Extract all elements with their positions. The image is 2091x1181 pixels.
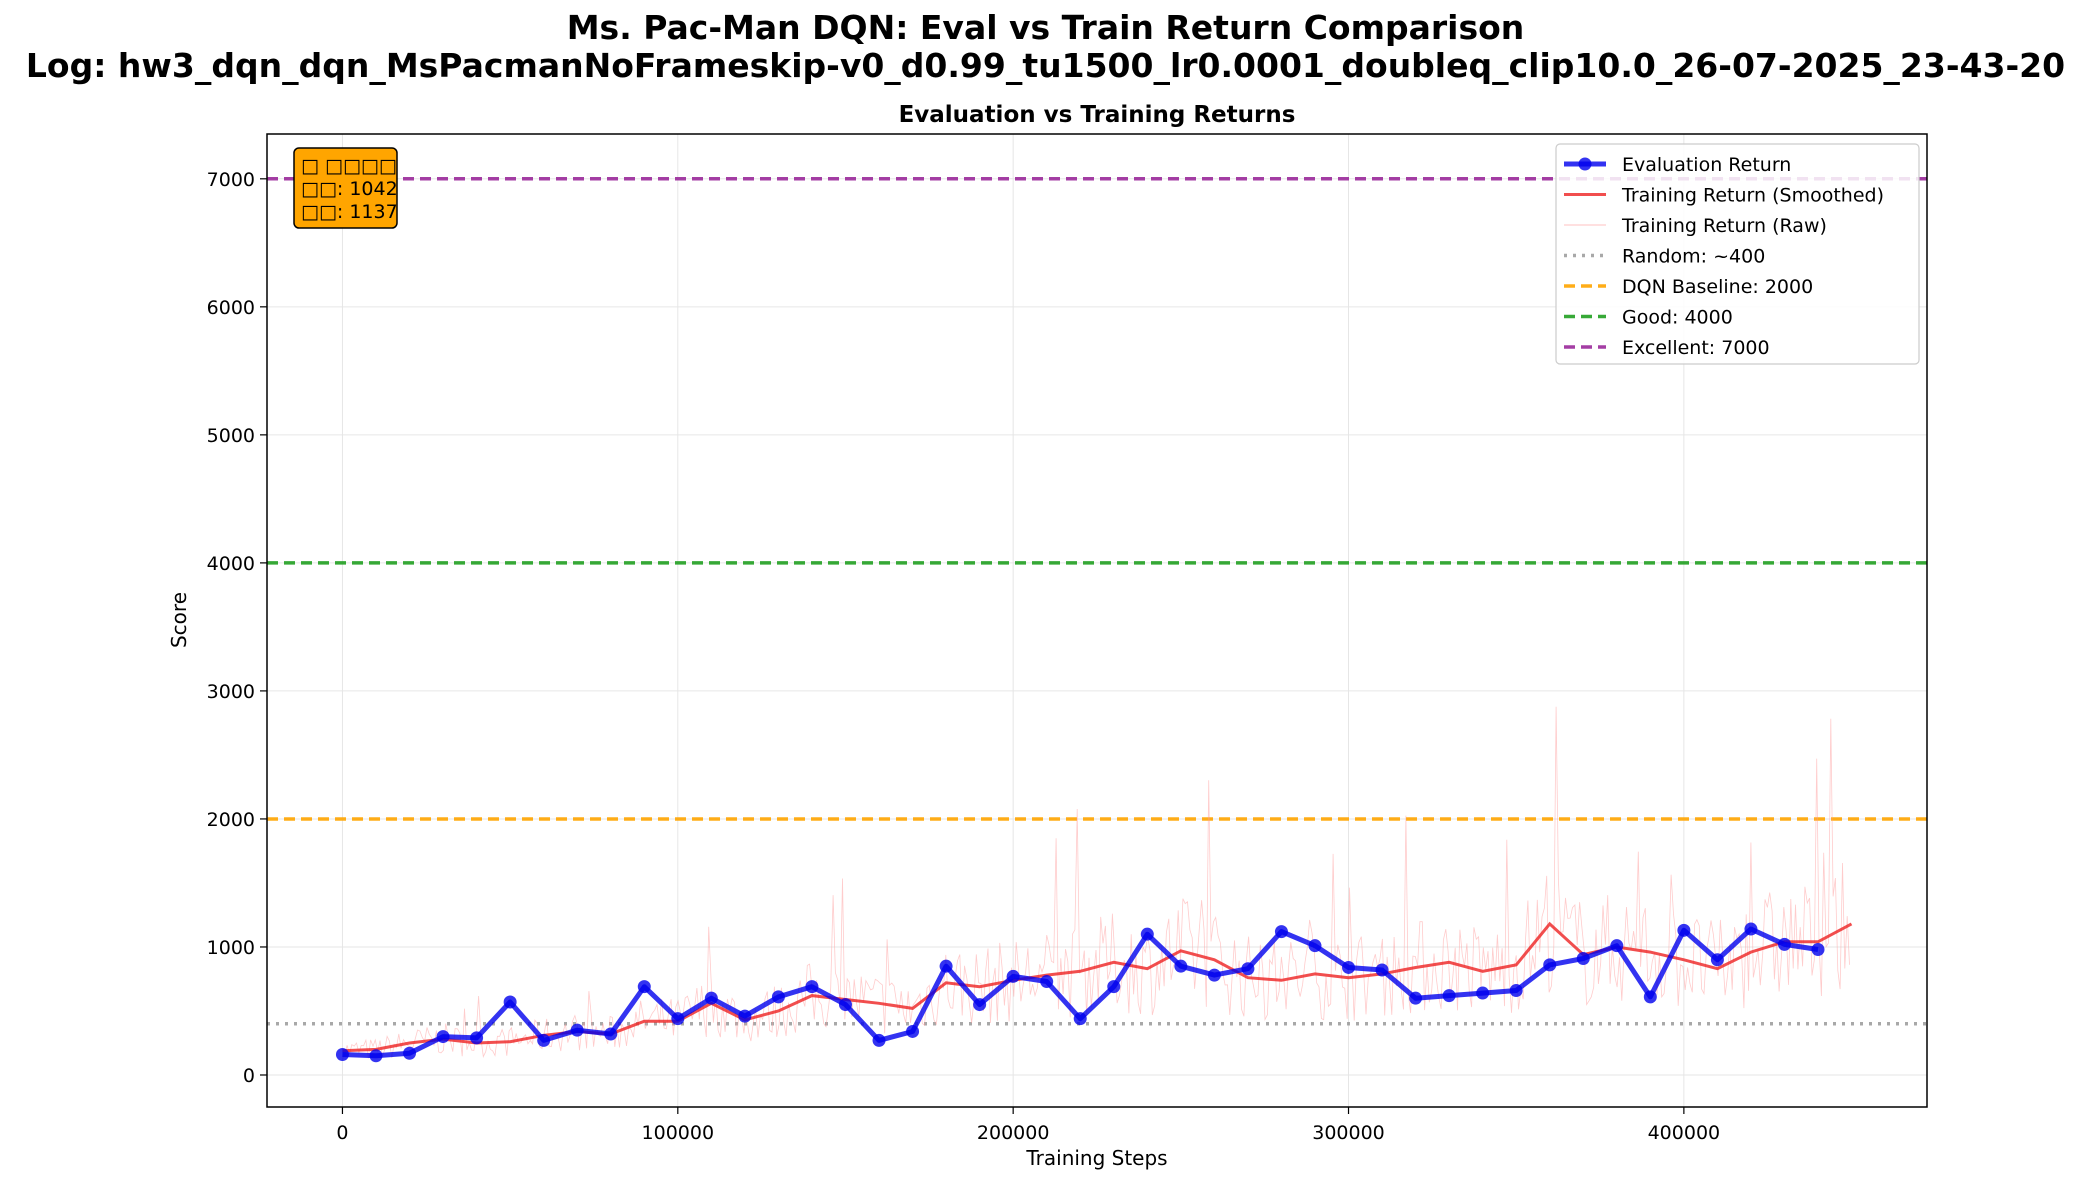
evaluation-point (1107, 980, 1121, 994)
evaluation-point (369, 1049, 383, 1063)
evaluation-point (1677, 923, 1691, 937)
annotation-box: □ □□□□ □□: 1042 □□: 1137 (293, 147, 398, 229)
evaluation-point (1509, 983, 1523, 997)
evaluation-point (805, 980, 819, 994)
training-raw-line (342, 706, 1850, 1060)
evaluation-point (1241, 962, 1255, 976)
evaluation-point (403, 1046, 417, 1060)
evaluation-point (973, 998, 987, 1012)
evaluation-point (872, 1033, 886, 1047)
evaluation-point (939, 959, 953, 973)
evaluation-point (335, 1048, 349, 1062)
evaluation-point (1174, 959, 1188, 973)
legend: Evaluation Return Training Return (Smooth… (1555, 143, 1920, 365)
evaluation-point (1375, 963, 1389, 977)
y-tick-label: 4000 (207, 553, 255, 575)
plot-frame (266, 133, 1928, 1108)
evaluation-point (1073, 1012, 1087, 1026)
legend-label: Good: 4000 (1622, 307, 1733, 329)
evaluation-point (1576, 951, 1590, 965)
legend-label: Random: ~400 (1622, 246, 1765, 268)
figure-title: Ms. Pac-Man DQN: Eval vs Train Return Co… (566, 8, 1525, 47)
y-tick-label: 5000 (207, 425, 255, 447)
annotation-background (293, 147, 398, 229)
evaluation-point (503, 995, 517, 1009)
evaluation-point (1710, 953, 1724, 967)
legend-label: Training Return (Raw) (1621, 215, 1827, 237)
evaluation-point (1744, 922, 1758, 936)
x-tick-label: 400000 (1648, 1122, 1721, 1144)
x-tick-label: 300000 (1312, 1122, 1385, 1144)
legend-label: Excellent: 7000 (1622, 337, 1770, 359)
annotation-line-2: □□: 1042 (301, 178, 398, 200)
legend-label: Evaluation Return (1622, 154, 1791, 176)
evaluation-point (838, 998, 852, 1012)
evaluation-point (604, 1027, 618, 1041)
evaluation-point (1543, 958, 1557, 972)
y-tick-label: 2000 (207, 809, 255, 831)
legend-label: DQN Baseline: 2000 (1622, 276, 1813, 298)
evaluation-point (1476, 986, 1490, 1000)
evaluation-point (1040, 975, 1054, 989)
evaluation-point (771, 990, 785, 1004)
evaluation-point (1643, 990, 1657, 1004)
evaluation-point (537, 1033, 551, 1047)
evaluation-point (1342, 960, 1356, 974)
annotation-line-1: □ □□□□ (301, 155, 397, 177)
y-ticks: 0 1000 2000 3000 4000 5000 6000 7000 (207, 169, 267, 1087)
evaluation-point (1308, 939, 1322, 953)
y-tick-label: 3000 (207, 681, 255, 703)
y-tick-label: 0 (243, 1065, 255, 1087)
evaluation-point (738, 1009, 752, 1023)
evaluation-point (1140, 927, 1154, 941)
axes-title: Evaluation vs Training Returns (899, 102, 1296, 128)
x-tick-label: 200000 (977, 1122, 1050, 1144)
evaluation-point (570, 1023, 584, 1037)
x-tick-label: 100000 (642, 1122, 715, 1144)
evaluation-point (1777, 937, 1791, 951)
evaluation-point (1409, 991, 1423, 1005)
y-tick-label: 6000 (207, 297, 255, 319)
evaluation-point (906, 1024, 920, 1038)
series-layer (335, 706, 1853, 1063)
evaluation-point (671, 1012, 685, 1026)
x-tick-label: 0 (336, 1122, 348, 1144)
y-axis-label: Score (167, 592, 191, 648)
evaluation-point (1006, 969, 1020, 983)
annotation-line-3: □□: 1137 (301, 201, 398, 223)
y-tick-label: 7000 (207, 169, 255, 191)
figure-subtitle: Log: hw3_dqn_dqn_MsPacmanNoFrameskip-v0_… (25, 46, 2066, 85)
evaluation-point (637, 980, 651, 994)
legend-frame (1555, 143, 1920, 365)
evaluation-point (1442, 989, 1456, 1003)
evaluation-point (704, 991, 718, 1005)
evaluation-point (1811, 943, 1825, 957)
x-axis-label: Training Steps (1025, 1146, 1167, 1170)
evaluation-point (1610, 939, 1624, 953)
x-ticks: 0 100000 200000 300000 400000 (336, 1107, 1720, 1144)
legend-swatch-marker (1578, 157, 1592, 171)
evaluation-point (1274, 925, 1288, 939)
evaluation-point (436, 1030, 450, 1044)
evaluation-point (470, 1031, 484, 1045)
evaluation-point (1207, 968, 1221, 982)
y-tick-label: 1000 (207, 937, 255, 959)
legend-label: Training Return (Smoothed) (1621, 185, 1884, 207)
